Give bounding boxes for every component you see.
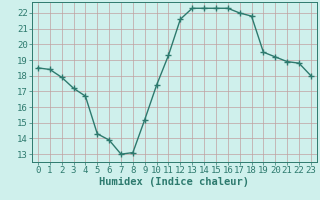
X-axis label: Humidex (Indice chaleur): Humidex (Indice chaleur) bbox=[100, 177, 249, 187]
